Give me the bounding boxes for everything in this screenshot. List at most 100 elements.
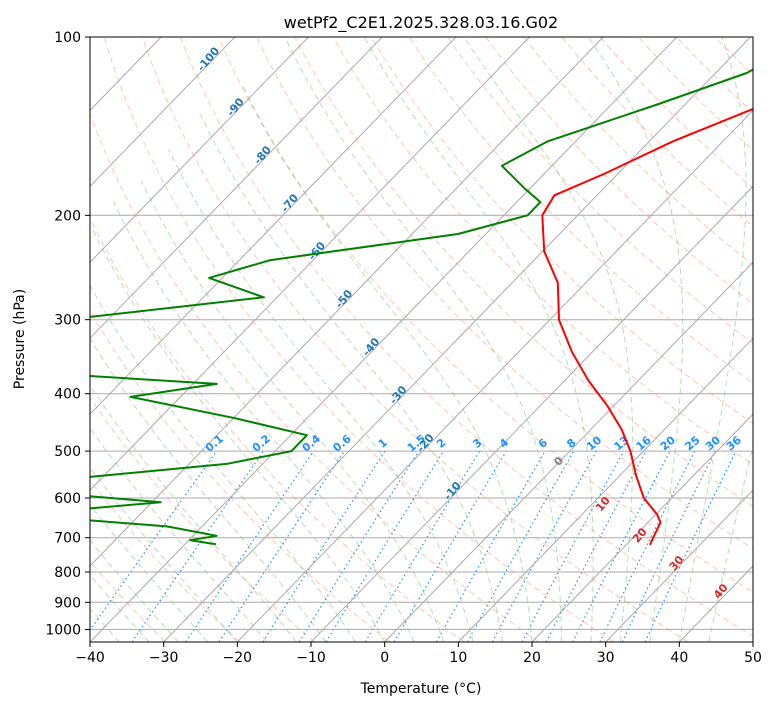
isotherm-line [457,337,753,642]
isotherm-line [310,185,753,642]
dry-adiabat-label: -70 [278,191,301,215]
y-tick-label: 400 [54,387,81,403]
temperature-line [541,107,753,546]
dry-adiabat-line [218,37,753,593]
plot-area: 0.1 0.2 0.4 0.6 1 1.5 2 3 4 6 8 10 13 16 20 25 30 36-100-… [90,37,753,642]
dry-adiabat-line [90,396,316,642]
moist-adiabat-line [90,574,150,642]
x-tick-label: −10 [296,650,326,666]
x-tick-label: 0 [380,650,389,666]
x-axis-label: Temperature (°C) [360,681,482,697]
moist-adiabat-line [284,37,562,642]
mixing-ratio-line [599,450,696,642]
moist-adiabat-label: 20 [630,525,650,545]
isotherm-line [90,37,383,339]
moist-adiabat-line [90,503,209,642]
mixing-ratio-line [644,450,737,642]
dry-adiabat-line [370,37,753,425]
dry-adiabat-line [90,479,241,642]
moist-adiabat-line [168,149,474,642]
mixing-ratio-label: 6 [536,436,550,451]
mixing-ratio-line [466,450,575,642]
moist-adiabat-line [90,466,238,642]
mixing-ratio-line [491,450,597,642]
dry-adiabat-line [90,112,540,642]
x-tick-label: 50 [744,650,762,666]
dry-adiabat-line [523,37,753,266]
mixing-ratio-label: 8 [564,436,578,451]
x-axis-ticks: −40 −30 −20 −10 0 10 20 30 40 50 [75,642,762,666]
moist-adiabat-line [90,337,327,642]
mixing-ratio-label: 16 [634,433,654,453]
moist-adiabat-line [363,37,594,642]
dry-adiabat-line [561,37,753,227]
plot-frame [89,36,754,643]
isotherm-line [90,37,678,642]
dry-adiabat-line [141,37,689,642]
isotherm-line [90,37,604,567]
mixing-ratio-line [621,450,716,642]
moist-adiabat-line [90,539,179,642]
dry-adiabat-line [446,37,753,344]
moist-adiabat-line [90,384,297,642]
mixing-ratio-label: 3 [470,436,484,451]
moist-adiabat-label: 40 [711,581,731,601]
dry-adiabats [90,37,753,642]
dry-adiabat-label: -80 [251,143,274,167]
background-line-labels: 0.1 0.2 0.4 0.6 1 1.5 2 3 4 6 8 10 13 16 20 25 30 36-100-… [195,44,745,601]
dry-adiabat-line [332,37,753,466]
dry-adiabat-line [676,37,753,113]
dry-adiabat-line [256,37,753,550]
mixing-ratio-line [90,450,218,632]
y-tick-label: 600 [54,491,81,507]
y-tick-label: 200 [54,208,81,224]
y-tick-label: 300 [54,313,81,329]
x-tick-label: 30 [597,650,615,666]
dry-adiabat-line [485,37,753,305]
moist-adiabat-line [587,37,684,642]
chart-title: wetPf2_C2E1.2025.328.03.16.G02 [284,13,558,33]
dry-adiabat-label: -30 [387,383,410,407]
isotherm-line [90,37,530,491]
isotherm-line [531,413,753,642]
moist-adiabat-line [90,427,268,642]
moist-adiabat-line [678,37,747,642]
x-tick-label: −20 [223,650,253,666]
mixing-ratio-line [364,450,481,642]
moist-adiabat-label: 10 [593,494,613,514]
sounding-series [90,68,753,546]
y-axis-label: Pressure (hPa) [12,289,28,389]
moist-adiabat-line [199,113,503,642]
y-tick-label: 1000 [45,622,81,638]
isotherm-line [90,37,309,263]
x-tick-label: −30 [149,650,179,666]
dewpoint-line [90,68,753,546]
dry-adiabat-line [103,37,614,642]
moist-adiabat-line [90,284,356,642]
dry-adiabat-label: -100 [195,44,223,74]
isotherms [90,37,753,642]
mixing-ratio-line [185,450,314,642]
y-axis-ticks: 100 200 300 400 500 600 700 800 900 1000 [45,30,90,638]
moist-adiabat-label: 30 [667,553,687,573]
mixing-ratio-line [325,450,445,642]
x-tick-label: 40 [670,650,688,666]
isotherm-line [90,37,236,188]
y-tick-label: 900 [54,595,81,611]
isotherm-line [605,489,753,642]
mixing-ratio-line [298,450,420,642]
mixing-ratio-line [545,450,647,642]
y-tick-label: 700 [54,531,81,547]
y-tick-label: 500 [54,444,81,460]
isotherm-line [163,37,751,642]
mixing-ratio-line [572,450,671,642]
mixing-ratio-line [218,450,345,642]
dry-adiabat-label: -40 [360,335,383,359]
mixing-ratio-label: 36 [724,433,744,453]
isotherm-line [384,261,753,642]
mixing-ratio-line [262,450,386,642]
x-tick-label: −40 [75,650,105,666]
mixing-ratio-label: 13 [612,434,632,454]
dry-adiabat-label: -60 [306,239,329,263]
